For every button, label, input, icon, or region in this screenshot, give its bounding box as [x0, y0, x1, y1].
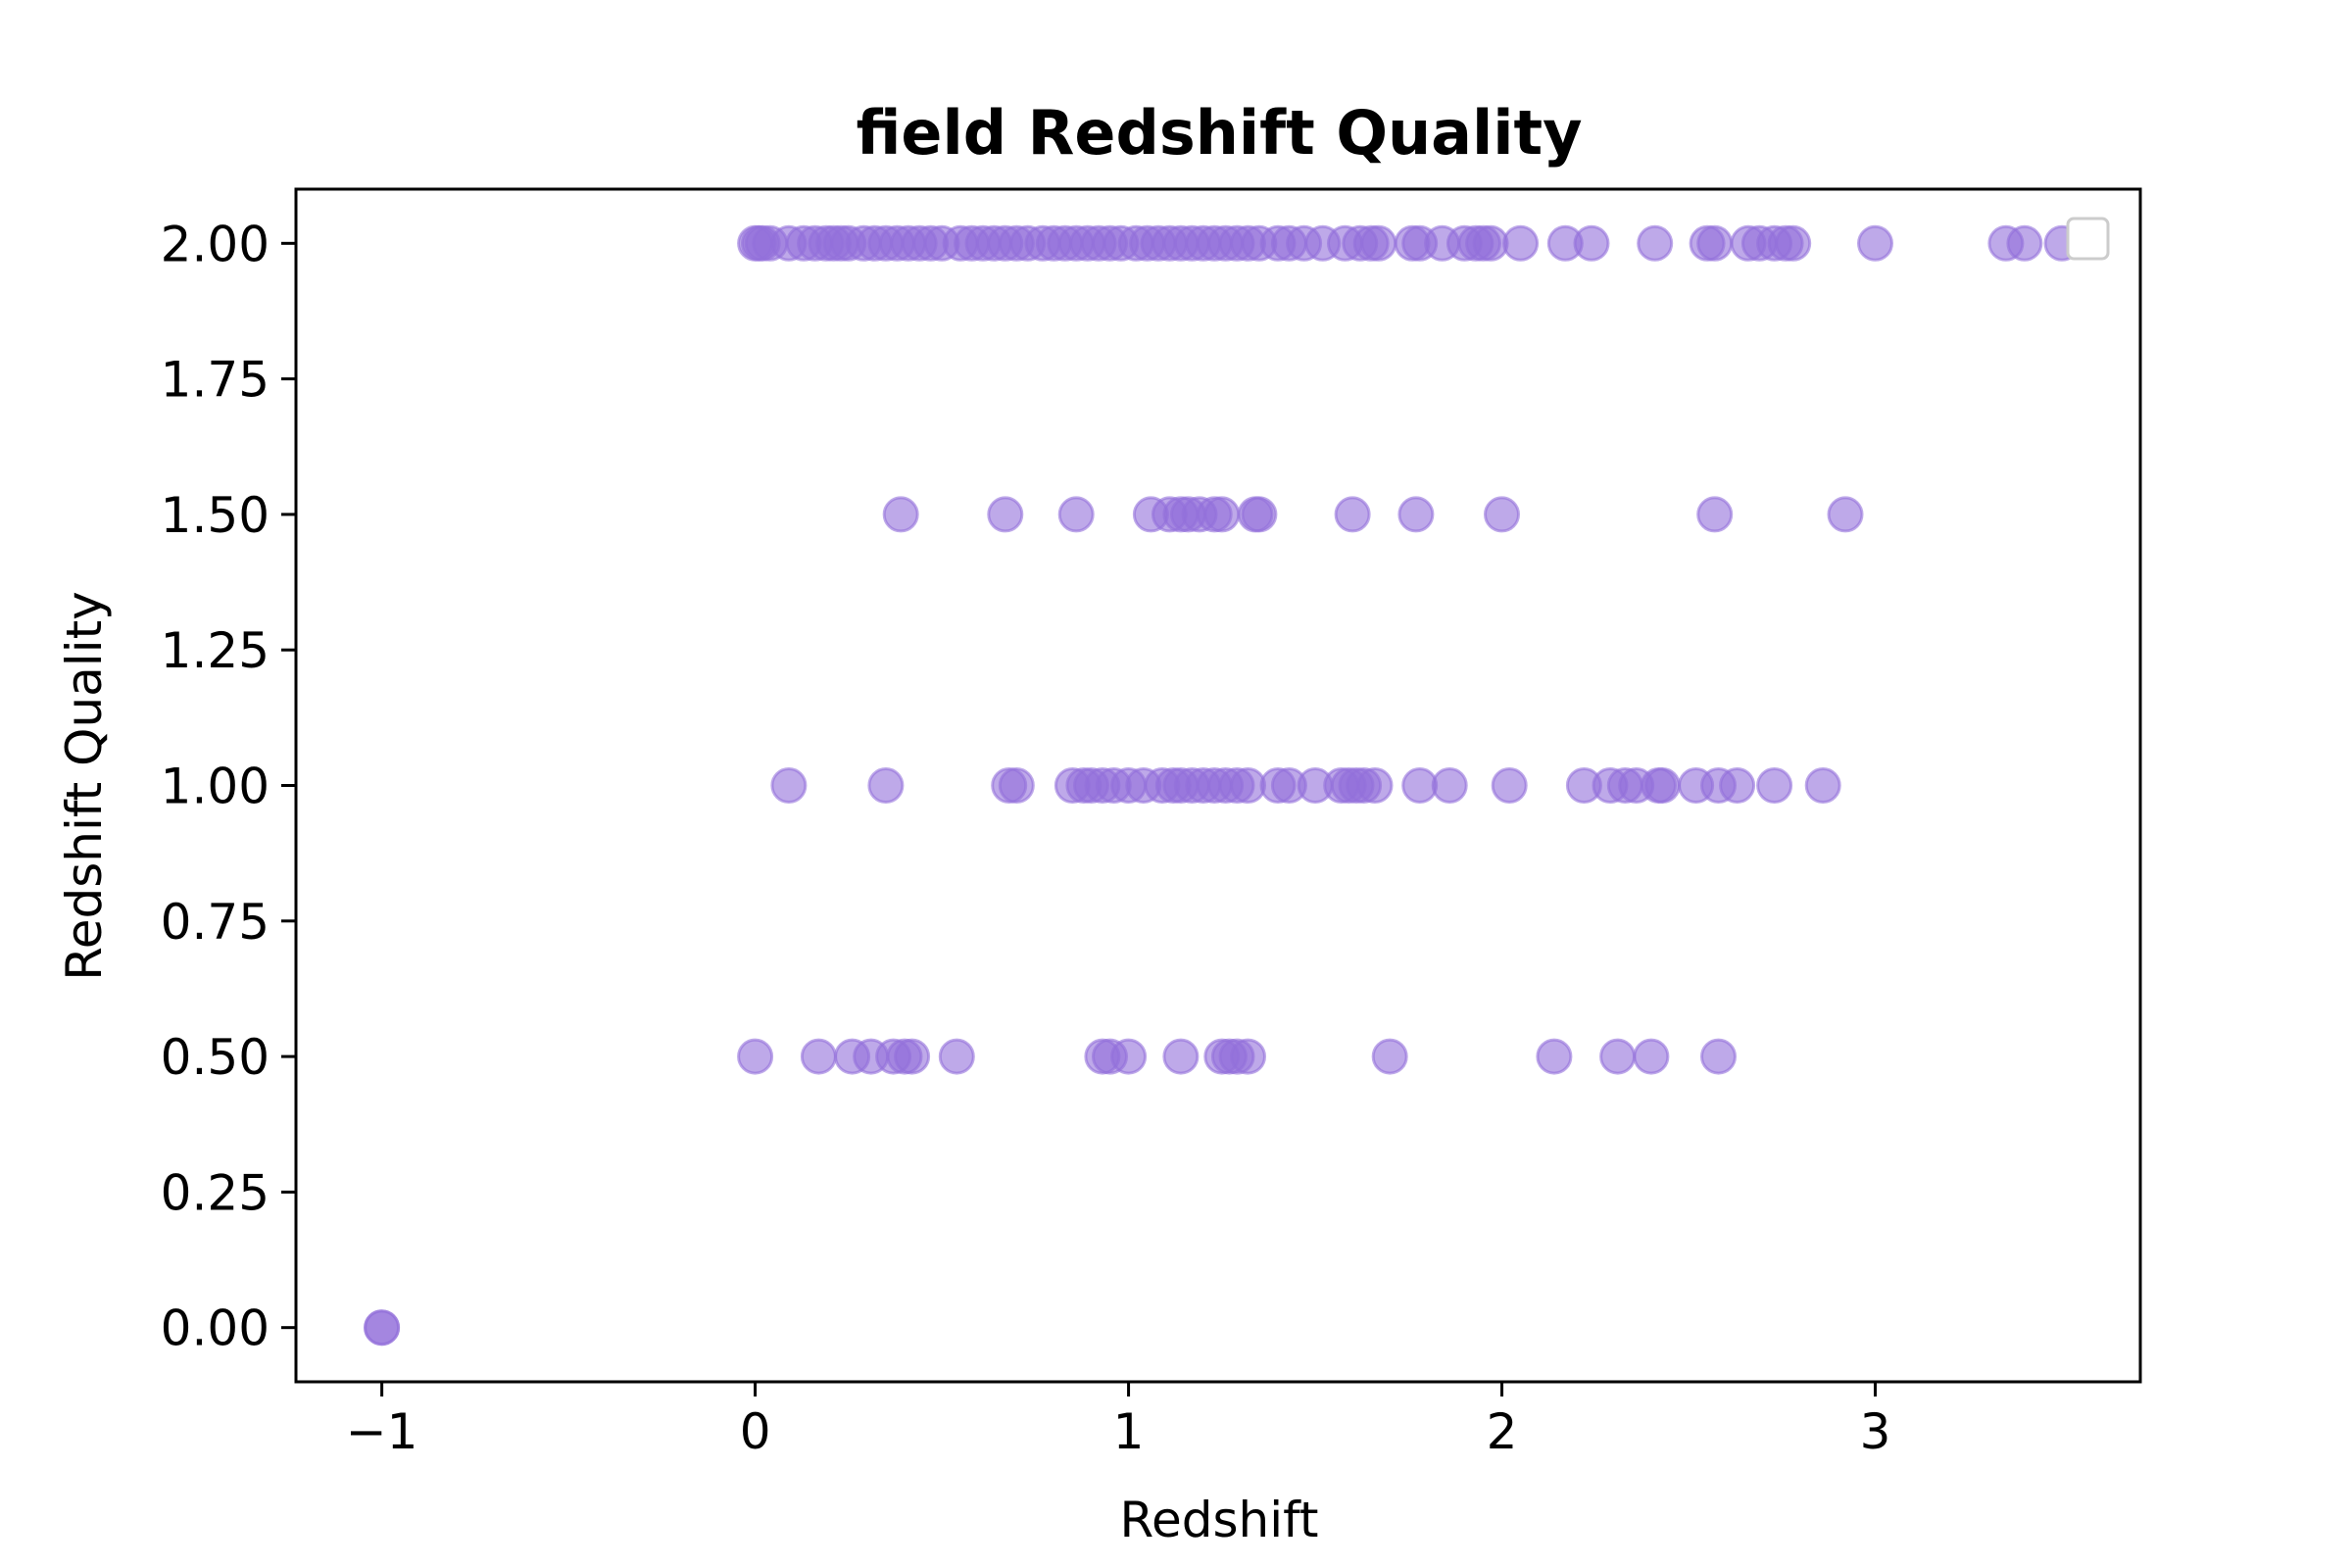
data-point [1637, 224, 1674, 262]
data-point [1756, 767, 1793, 804]
data-point [1230, 767, 1266, 804]
x-tick-label: 0 [740, 1403, 771, 1460]
data-point [800, 1038, 837, 1075]
data-point [1360, 224, 1397, 262]
data-point [364, 1309, 401, 1347]
x-tick-label: 2 [1487, 1403, 1518, 1460]
data-point [1110, 1038, 1148, 1075]
data-point [1203, 496, 1241, 533]
data-point [1633, 1038, 1670, 1075]
data-point [1643, 767, 1681, 804]
x-axis-label: Redshift [1120, 1492, 1319, 1548]
points-layer [364, 224, 2081, 1347]
x-tick-label: 1 [1113, 1403, 1145, 1460]
data-point [1241, 496, 1278, 533]
data-point [1599, 1038, 1637, 1075]
data-point [998, 767, 1035, 804]
data-point [1484, 496, 1520, 533]
data-point [1371, 1038, 1408, 1075]
data-point [2006, 224, 2043, 262]
data-point [1696, 224, 1734, 262]
data-point [770, 767, 808, 804]
y-tick-label: 0.50 [161, 1029, 270, 1086]
data-point [1696, 496, 1734, 533]
y-tick-label: 0.75 [161, 894, 270, 951]
data-point [1857, 224, 1893, 262]
y-axis-label: Redshift Quality [56, 591, 113, 981]
data-point [1334, 496, 1371, 533]
data-point [1397, 496, 1435, 533]
x-tick-label: 3 [1860, 1403, 1891, 1460]
data-point [987, 496, 1024, 533]
data-point [1536, 1038, 1573, 1075]
data-point [1700, 1038, 1737, 1075]
x-axis: −1 0 1 2 3 [346, 1382, 1891, 1460]
data-point [867, 767, 905, 804]
data-point [1502, 224, 1540, 262]
y-tick-label: 1.25 [161, 622, 270, 679]
data-point [1162, 1038, 1200, 1075]
y-axis: 0.00 0.25 0.50 0.75 1.00 1.25 1.50 1.75 2.00 [161, 216, 296, 1357]
legend-box[interactable] [2066, 217, 2110, 261]
chart-title: field Redshift Quality [856, 97, 1582, 169]
data-point [1230, 1038, 1266, 1075]
y-tick-label: 0.00 [161, 1300, 270, 1357]
data-point [1356, 767, 1394, 804]
data-point [1401, 767, 1439, 804]
data-point [737, 1038, 774, 1075]
data-point [1057, 496, 1095, 533]
data-point [1719, 767, 1756, 804]
data-point [1827, 496, 1864, 533]
data-point [938, 1038, 975, 1075]
x-tick-label: −1 [346, 1403, 418, 1460]
data-point [1775, 224, 1812, 262]
data-point [1472, 224, 1509, 262]
y-tick-label: 2.00 [161, 216, 270, 272]
data-point [1804, 767, 1841, 804]
data-point [1431, 767, 1468, 804]
y-tick-label: 1.00 [161, 759, 270, 815]
data-point [882, 496, 919, 533]
y-tick-label: 0.25 [161, 1164, 270, 1221]
y-tick-label: 1.75 [161, 352, 270, 409]
y-tick-label: 1.50 [161, 487, 270, 544]
data-point [1573, 224, 1610, 262]
data-point [1491, 767, 1528, 804]
data-point [894, 1038, 931, 1075]
